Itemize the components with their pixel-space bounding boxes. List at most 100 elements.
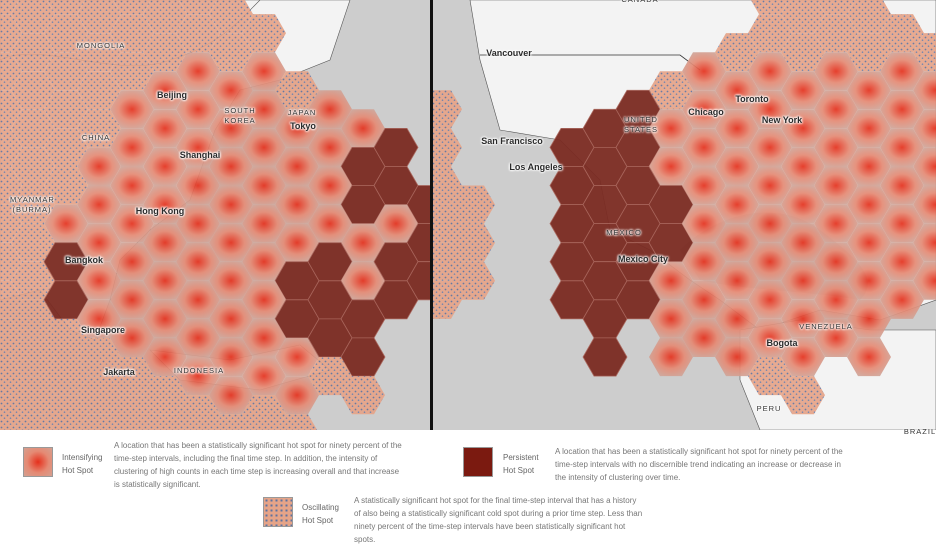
hex-bin [0, 52, 22, 91]
hex-bin [242, 204, 286, 243]
map-label: MYANMAR (BURMA) [10, 195, 55, 214]
map-label: Mexico City [617, 254, 669, 264]
hex-bin [451, 185, 495, 224]
hex-bin [433, 128, 462, 167]
hex-bin [308, 166, 352, 205]
hex-bin [44, 357, 88, 396]
map-label: CANADA [621, 0, 658, 5]
hex-bin [110, 128, 154, 167]
hex-bin [748, 14, 792, 53]
hex-bin [781, 109, 825, 148]
hex-bin [880, 242, 924, 281]
legend-description: A location that has been a statistically… [555, 447, 843, 482]
hex-bin [110, 204, 154, 243]
hex-bin [373, 280, 419, 320]
hex-bin [715, 33, 759, 72]
hex-bin [176, 395, 220, 430]
hex-bin [649, 299, 693, 338]
hex-bin [143, 0, 187, 34]
hex-bin [781, 71, 825, 110]
hex-bin [77, 0, 121, 34]
hex-bin [682, 318, 726, 357]
hex-bin [781, 299, 825, 338]
hex-bin [913, 71, 936, 110]
hex-bin [847, 261, 891, 300]
hex-bin [582, 337, 628, 377]
map-label: Singapore [80, 325, 126, 335]
hex-bin [913, 185, 936, 224]
hex-bin [209, 337, 253, 377]
hex-bin [748, 204, 792, 243]
hex-bin [209, 223, 253, 262]
hex-bin [682, 90, 726, 129]
hex-bin [176, 128, 220, 167]
hex-bin [847, 185, 891, 224]
hex-bin [308, 357, 352, 396]
hex-bin [110, 242, 154, 281]
hex-bin [178, 0, 218, 15]
map-label: Jakarta [103, 367, 135, 377]
hex-bin [0, 318, 22, 357]
hex-bin [176, 14, 220, 53]
hex-bin [112, 0, 152, 15]
hex-bin [781, 223, 825, 262]
hex-bin [682, 280, 726, 319]
hex-bin [11, 337, 55, 377]
hex-bin [44, 14, 88, 53]
hex-bin [880, 90, 924, 129]
hex-bin [143, 299, 187, 338]
map-label: Bogota [766, 338, 798, 348]
hex-bin [44, 204, 88, 243]
hex-bin [880, 166, 924, 205]
hex-bin [209, 147, 253, 186]
hex-bin [44, 395, 88, 430]
hex-bin [748, 242, 792, 281]
hex-bin [308, 128, 352, 167]
hex-bin [433, 90, 462, 129]
hex-bin [847, 147, 891, 186]
hex-bin [682, 242, 726, 281]
hex-bin [144, 414, 186, 430]
hex-bin [0, 166, 22, 205]
hex-bin [847, 337, 891, 377]
map-label: Vancouver [486, 48, 532, 58]
hex-bin [46, 0, 86, 15]
hex-bin [11, 185, 55, 224]
hex-bin [847, 0, 891, 34]
hex-bin [814, 280, 858, 319]
hex-bin [748, 52, 792, 91]
hex-bin [110, 166, 154, 205]
hex-bin [847, 71, 891, 110]
legend-label: Intensifying Hot Spot [62, 453, 103, 475]
hex-bin [176, 318, 220, 357]
hex-bin [176, 357, 220, 396]
hex-bin [242, 166, 286, 205]
hex-bin [847, 299, 891, 338]
hex-bin [341, 223, 385, 262]
hex-bin [209, 185, 253, 224]
map-label: VENEZUELA [799, 322, 853, 331]
hex-bin [0, 14, 22, 53]
hex-bin [176, 90, 220, 129]
hex-bin [242, 128, 286, 167]
map-label: Hong Kong [135, 206, 185, 216]
map-label: Shanghai [179, 150, 221, 160]
hex-bin [880, 52, 924, 91]
hex-bin [814, 318, 858, 357]
hex-bin [11, 261, 55, 300]
hex-bin [781, 0, 825, 34]
right-map [433, 0, 936, 430]
hex-bin [77, 261, 121, 300]
hex-bin [242, 242, 286, 281]
hex-bin [814, 90, 858, 129]
hex-bin [781, 185, 825, 224]
hex-bin [0, 280, 22, 319]
hex-bin [275, 185, 319, 224]
hex-bin [374, 204, 418, 243]
hex-bin [209, 71, 253, 110]
hex-bin [748, 357, 792, 396]
hex-bin [77, 299, 121, 338]
hex-bin [143, 109, 187, 148]
hex-bin [781, 33, 825, 72]
hex-bin [44, 90, 88, 129]
